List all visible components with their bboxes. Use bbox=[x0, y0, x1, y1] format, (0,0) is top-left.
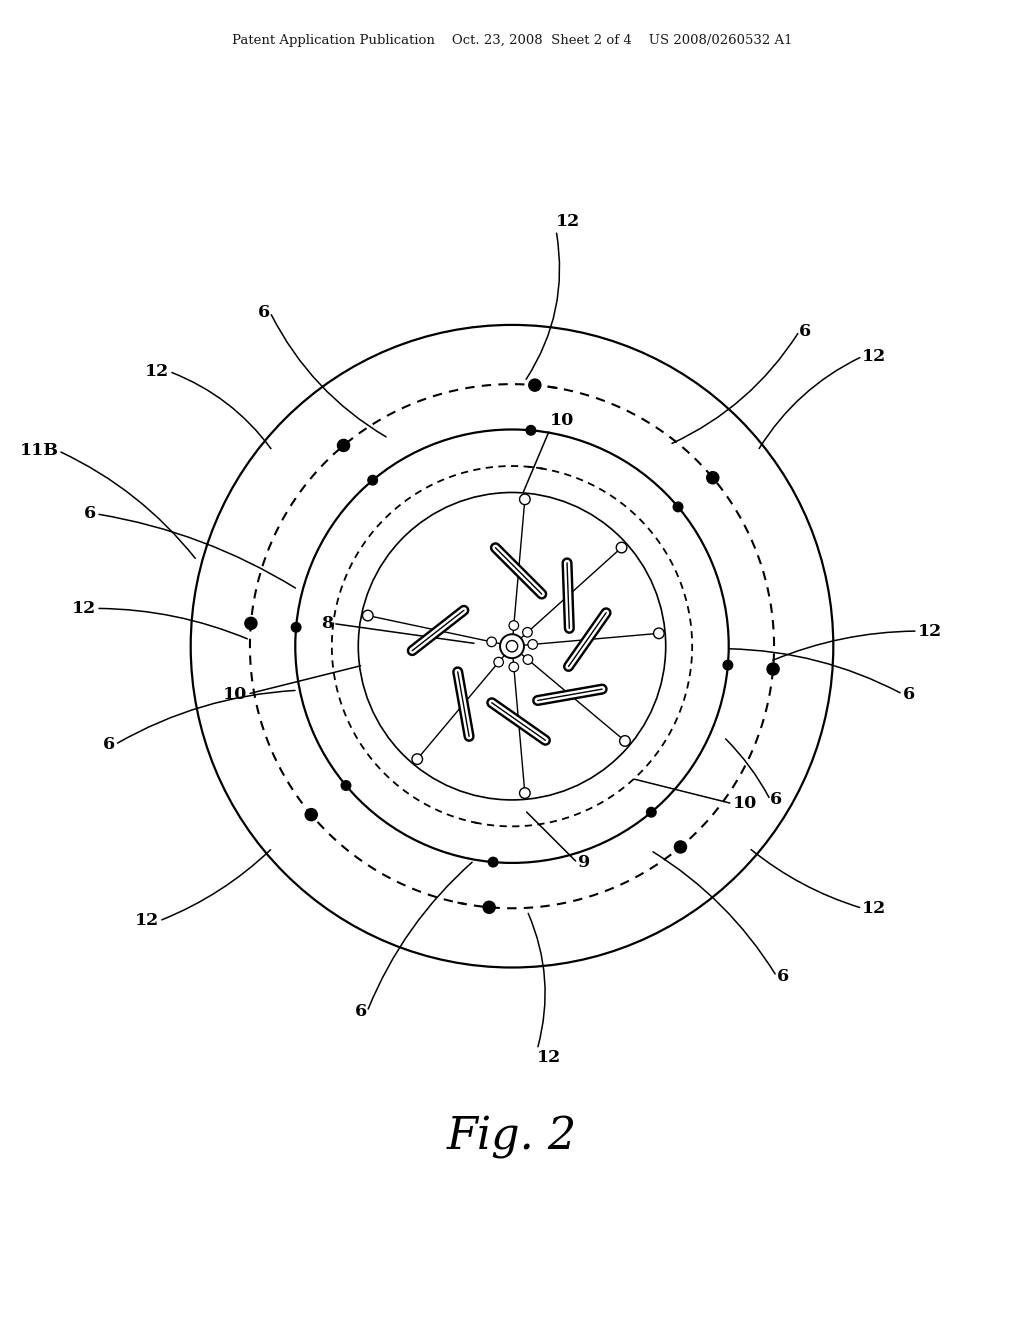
Circle shape bbox=[653, 628, 665, 639]
Circle shape bbox=[245, 618, 257, 630]
Text: 6: 6 bbox=[103, 737, 115, 752]
Circle shape bbox=[528, 379, 541, 391]
Circle shape bbox=[528, 640, 538, 649]
Text: 6: 6 bbox=[800, 322, 811, 339]
Text: 11B: 11B bbox=[19, 442, 58, 459]
Text: 6: 6 bbox=[776, 968, 788, 985]
Text: 12: 12 bbox=[72, 599, 96, 616]
Circle shape bbox=[675, 841, 686, 853]
Text: 12: 12 bbox=[135, 912, 159, 929]
Circle shape bbox=[723, 660, 733, 669]
Text: 10: 10 bbox=[223, 685, 248, 702]
Circle shape bbox=[362, 610, 373, 620]
Circle shape bbox=[646, 808, 656, 817]
Circle shape bbox=[616, 543, 627, 553]
Circle shape bbox=[494, 657, 504, 667]
Text: 6: 6 bbox=[902, 685, 914, 702]
Circle shape bbox=[506, 640, 518, 652]
Circle shape bbox=[412, 754, 423, 764]
Circle shape bbox=[291, 623, 301, 632]
Text: Patent Application Publication    Oct. 23, 2008  Sheet 2 of 4    US 2008/0260532: Patent Application Publication Oct. 23, … bbox=[231, 34, 793, 48]
Text: 10: 10 bbox=[550, 412, 574, 429]
Circle shape bbox=[368, 475, 378, 484]
Circle shape bbox=[305, 809, 317, 821]
Text: 9: 9 bbox=[578, 854, 590, 871]
Text: 12: 12 bbox=[538, 1049, 561, 1067]
Circle shape bbox=[707, 471, 719, 484]
Text: 10: 10 bbox=[732, 795, 757, 812]
Circle shape bbox=[519, 494, 530, 504]
Circle shape bbox=[500, 634, 524, 659]
Circle shape bbox=[488, 857, 498, 867]
Text: 12: 12 bbox=[918, 623, 942, 640]
Circle shape bbox=[509, 620, 518, 630]
Text: 12: 12 bbox=[862, 900, 887, 917]
Text: 6: 6 bbox=[258, 304, 270, 321]
Text: 6: 6 bbox=[84, 506, 96, 523]
Circle shape bbox=[767, 663, 779, 675]
Text: 12: 12 bbox=[145, 363, 169, 380]
Circle shape bbox=[341, 780, 351, 791]
Circle shape bbox=[526, 425, 536, 436]
Circle shape bbox=[519, 788, 530, 799]
Circle shape bbox=[673, 502, 683, 512]
Circle shape bbox=[483, 902, 496, 913]
Text: 6: 6 bbox=[770, 792, 782, 808]
Circle shape bbox=[486, 638, 497, 647]
Circle shape bbox=[523, 655, 532, 664]
Circle shape bbox=[338, 440, 349, 451]
Text: Fig. 2: Fig. 2 bbox=[446, 1115, 578, 1159]
Text: 8: 8 bbox=[322, 615, 333, 632]
Circle shape bbox=[509, 663, 518, 672]
Circle shape bbox=[620, 735, 630, 746]
Text: 12: 12 bbox=[862, 348, 887, 364]
Text: 12: 12 bbox=[556, 214, 581, 231]
Circle shape bbox=[522, 627, 532, 638]
Text: 6: 6 bbox=[355, 1003, 367, 1020]
